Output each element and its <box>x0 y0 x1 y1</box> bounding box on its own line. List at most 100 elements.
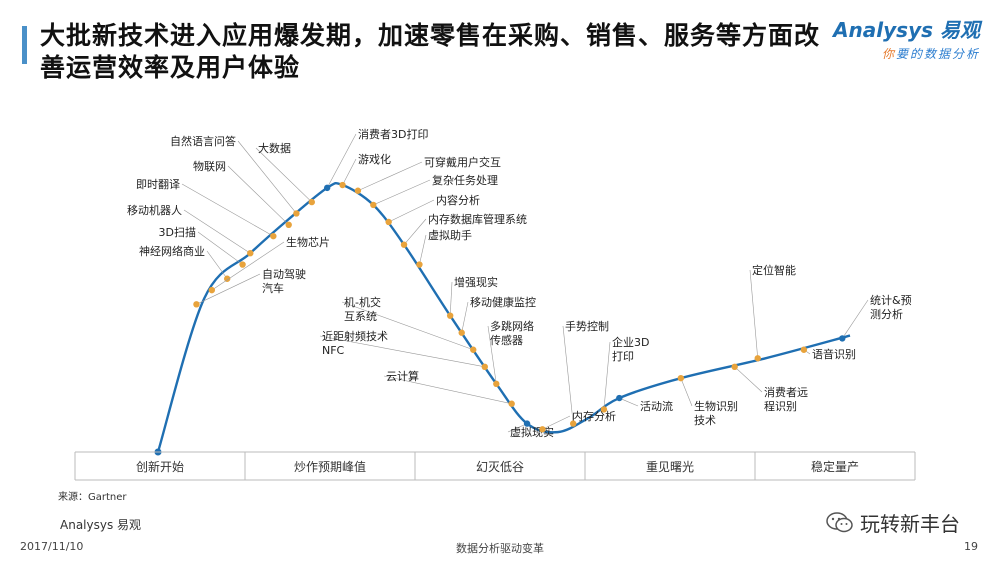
tech-label-line: 内容分析 <box>436 193 480 207</box>
tech-label-line: 生物芯片 <box>286 235 330 249</box>
tech-label-line: 大数据 <box>258 141 291 155</box>
tech-label-line: 可穿戴用户交互 <box>424 155 501 169</box>
tech-label-line: 语音识别 <box>812 347 856 361</box>
tech-point <box>839 335 846 342</box>
tech-point <box>677 374 685 382</box>
tech-label: 多跳网络传感器 <box>490 319 534 347</box>
tech-label-line: 自然语言问答 <box>170 134 236 148</box>
tech-point <box>493 380 500 388</box>
tech-leader-line <box>842 299 869 339</box>
tech-label-line: 移动健康监控 <box>470 295 536 309</box>
phase-label: 幻灭低谷 <box>476 460 524 474</box>
tech-leader-line <box>507 423 528 433</box>
logo-slogan: 你要的数据分析 <box>810 45 980 62</box>
tech-label-line: 云计算 <box>386 369 419 383</box>
tech-label-line: 汽车 <box>262 281 284 295</box>
tech-label: 即时翻译 <box>136 177 180 191</box>
tech-leader-line <box>255 147 312 203</box>
phase-label: 重见曙光 <box>646 460 694 474</box>
tech-leader-line <box>749 269 759 359</box>
tech-leader-line <box>326 133 357 189</box>
tech-leader-line <box>319 335 485 368</box>
tech-point <box>416 261 423 268</box>
tech-leader-line <box>181 183 274 237</box>
tech-label: 定位智能 <box>752 263 796 277</box>
tech-point <box>270 232 277 240</box>
tech-label-line: 增强现实 <box>454 275 498 289</box>
tech-label-line: 生物识别 <box>694 399 738 413</box>
tech-label: 移动健康监控 <box>470 295 536 309</box>
tech-label: 生物芯片 <box>286 235 330 249</box>
tech-point <box>800 346 808 353</box>
tech-label-line: 手势控制 <box>565 319 609 333</box>
tech-label: 生物识别技术 <box>694 399 738 427</box>
tech-label-line: 自动驾驶 <box>262 267 306 281</box>
footer-slogan: 数据分析驱动变革 <box>456 542 544 555</box>
tech-leader-line <box>342 158 357 186</box>
tech-leader-line <box>734 366 763 393</box>
tech-point <box>208 286 216 294</box>
tech-point <box>370 201 377 209</box>
tech-label: 可穿戴用户交互 <box>424 155 501 169</box>
tech-label: 企业3D 打印 <box>612 335 649 363</box>
footer-brand: Analysys 易观 <box>60 518 142 532</box>
title-accent-bar <box>22 26 27 64</box>
tech-label: 增强现实 <box>454 275 498 289</box>
tech-point <box>193 301 200 308</box>
footer-date: 2017/11/10 <box>20 540 84 553</box>
page-title: 大批新技术进入应用爆发期，加速零售在采购、销售、服务等方面改善运营效率及用户体验 <box>40 21 821 82</box>
wechat-icon <box>826 511 853 532</box>
tech-point <box>323 184 331 192</box>
phase-label: 稳定量产 <box>811 459 859 474</box>
tech-leader-line <box>619 397 639 407</box>
tech-label-line: 3D扫描 <box>159 225 196 239</box>
tech-label-line: 消费者3D打印 <box>358 127 428 141</box>
tech-label: 物联网 <box>193 159 226 173</box>
tech-leader-line <box>449 281 453 316</box>
tech-point <box>616 394 623 402</box>
tech-leader-line <box>373 179 431 206</box>
tech-label: 内存数据库管理系统 <box>428 212 527 226</box>
tech-leader-line <box>542 415 571 430</box>
tech-leader-line <box>487 325 497 384</box>
tech-point <box>570 420 577 427</box>
tech-label-line: NFC <box>322 344 345 357</box>
tech-label: 语音识别 <box>812 347 856 361</box>
tech-leader-line <box>419 234 427 265</box>
tech-point <box>508 400 515 407</box>
tech-label-line: 多跳网络 <box>490 319 534 333</box>
tech-label: 移动机器人 <box>127 203 182 217</box>
tech-leader-line <box>383 375 512 405</box>
tech-label: 自动驾驶汽车 <box>262 267 306 295</box>
tech-label: 近距射频技术 NFC <box>322 329 388 357</box>
tech-leader-line <box>403 218 427 245</box>
tech-leader-line <box>206 250 228 279</box>
tech-label-line: 虚拟助手 <box>428 228 472 242</box>
tech-point <box>446 312 454 319</box>
tech-label: 手势控制 <box>565 319 609 333</box>
tech-label: 消费者远程识别 <box>764 385 808 413</box>
tech-label-line: 程识别 <box>764 400 797 413</box>
tech-label: 3D扫描 <box>159 225 196 239</box>
tech-leader-line <box>183 209 251 254</box>
tech-leader-line <box>603 341 611 410</box>
tech-point <box>458 329 465 336</box>
tech-leader-line <box>211 241 285 291</box>
tech-label-line: 近距射频技术 <box>322 329 388 343</box>
tech-label-line: 内存分析 <box>572 409 616 423</box>
tech-label-line: 传感器 <box>490 334 523 347</box>
tech-label-line: 测分析 <box>870 307 903 321</box>
tech-label: 消费者3D打印 <box>358 127 428 141</box>
tech-point <box>224 275 231 282</box>
tech-label-line: 移动机器人 <box>127 203 182 217</box>
tech-label-line: 物联网 <box>193 159 226 173</box>
tech-label-line: 内存数据库管理系统 <box>428 212 527 226</box>
logo-slogan-b: 要的数据分析 <box>895 47 980 61</box>
wechat-watermark: 玩转新丰台 <box>826 508 960 537</box>
tech-label: 机-机交互系统 <box>344 295 381 323</box>
phase-label: 炒作预期峰值 <box>294 459 366 474</box>
logo-brand: Analysys 易观 <box>833 18 980 42</box>
tech-label: 复杂任务处理 <box>432 173 498 187</box>
tech-label-line: 神经网络商业 <box>139 244 205 258</box>
tech-label-line: 互系统 <box>344 310 377 323</box>
